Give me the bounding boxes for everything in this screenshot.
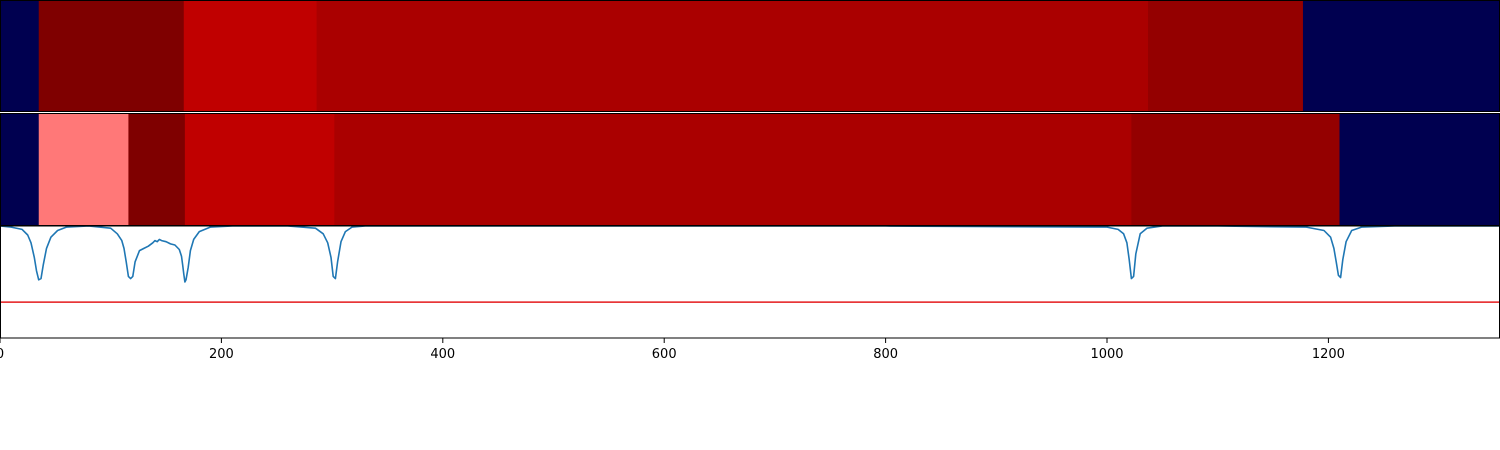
heatmap-bottom-segment [0, 114, 40, 226]
x-tick-label: 200 [209, 347, 234, 362]
x-tick-label: 1200 [1312, 347, 1345, 362]
signal-panel [0, 225, 1500, 338]
x-axis: 0 200 400 600 800 1000 1200 [0, 338, 1345, 362]
heatmap-top-segment [1302, 0, 1500, 112]
heatmap-bottom-segment [184, 114, 335, 226]
heatmap-bottom-segment [1339, 114, 1500, 226]
heatmap-top-segment [183, 0, 318, 112]
heatmap-bottom-track [0, 114, 1500, 226]
x-tick-label: 600 [652, 347, 677, 362]
heatmap-top-segment [1147, 0, 1304, 112]
heatmap-top-track [0, 0, 1500, 112]
heatmap-bottom-segment [1131, 114, 1340, 226]
signal-series-line [0, 225, 1500, 283]
heatmap-bottom-segment [128, 114, 186, 226]
x-tick-label: 1000 [1090, 347, 1123, 362]
heatmap-top-segment [38, 0, 185, 112]
x-tick-label: 800 [873, 347, 898, 362]
signal-panel-background [0, 226, 1500, 338]
heatmap-bottom-segment [334, 114, 1132, 226]
x-tick-label: 0 [0, 347, 4, 362]
heatmap-top-segment [316, 0, 1149, 112]
heatmap-top-segment [0, 0, 40, 112]
x-tick-label: 400 [430, 347, 455, 362]
heatmap-bottom-segment [38, 114, 129, 226]
